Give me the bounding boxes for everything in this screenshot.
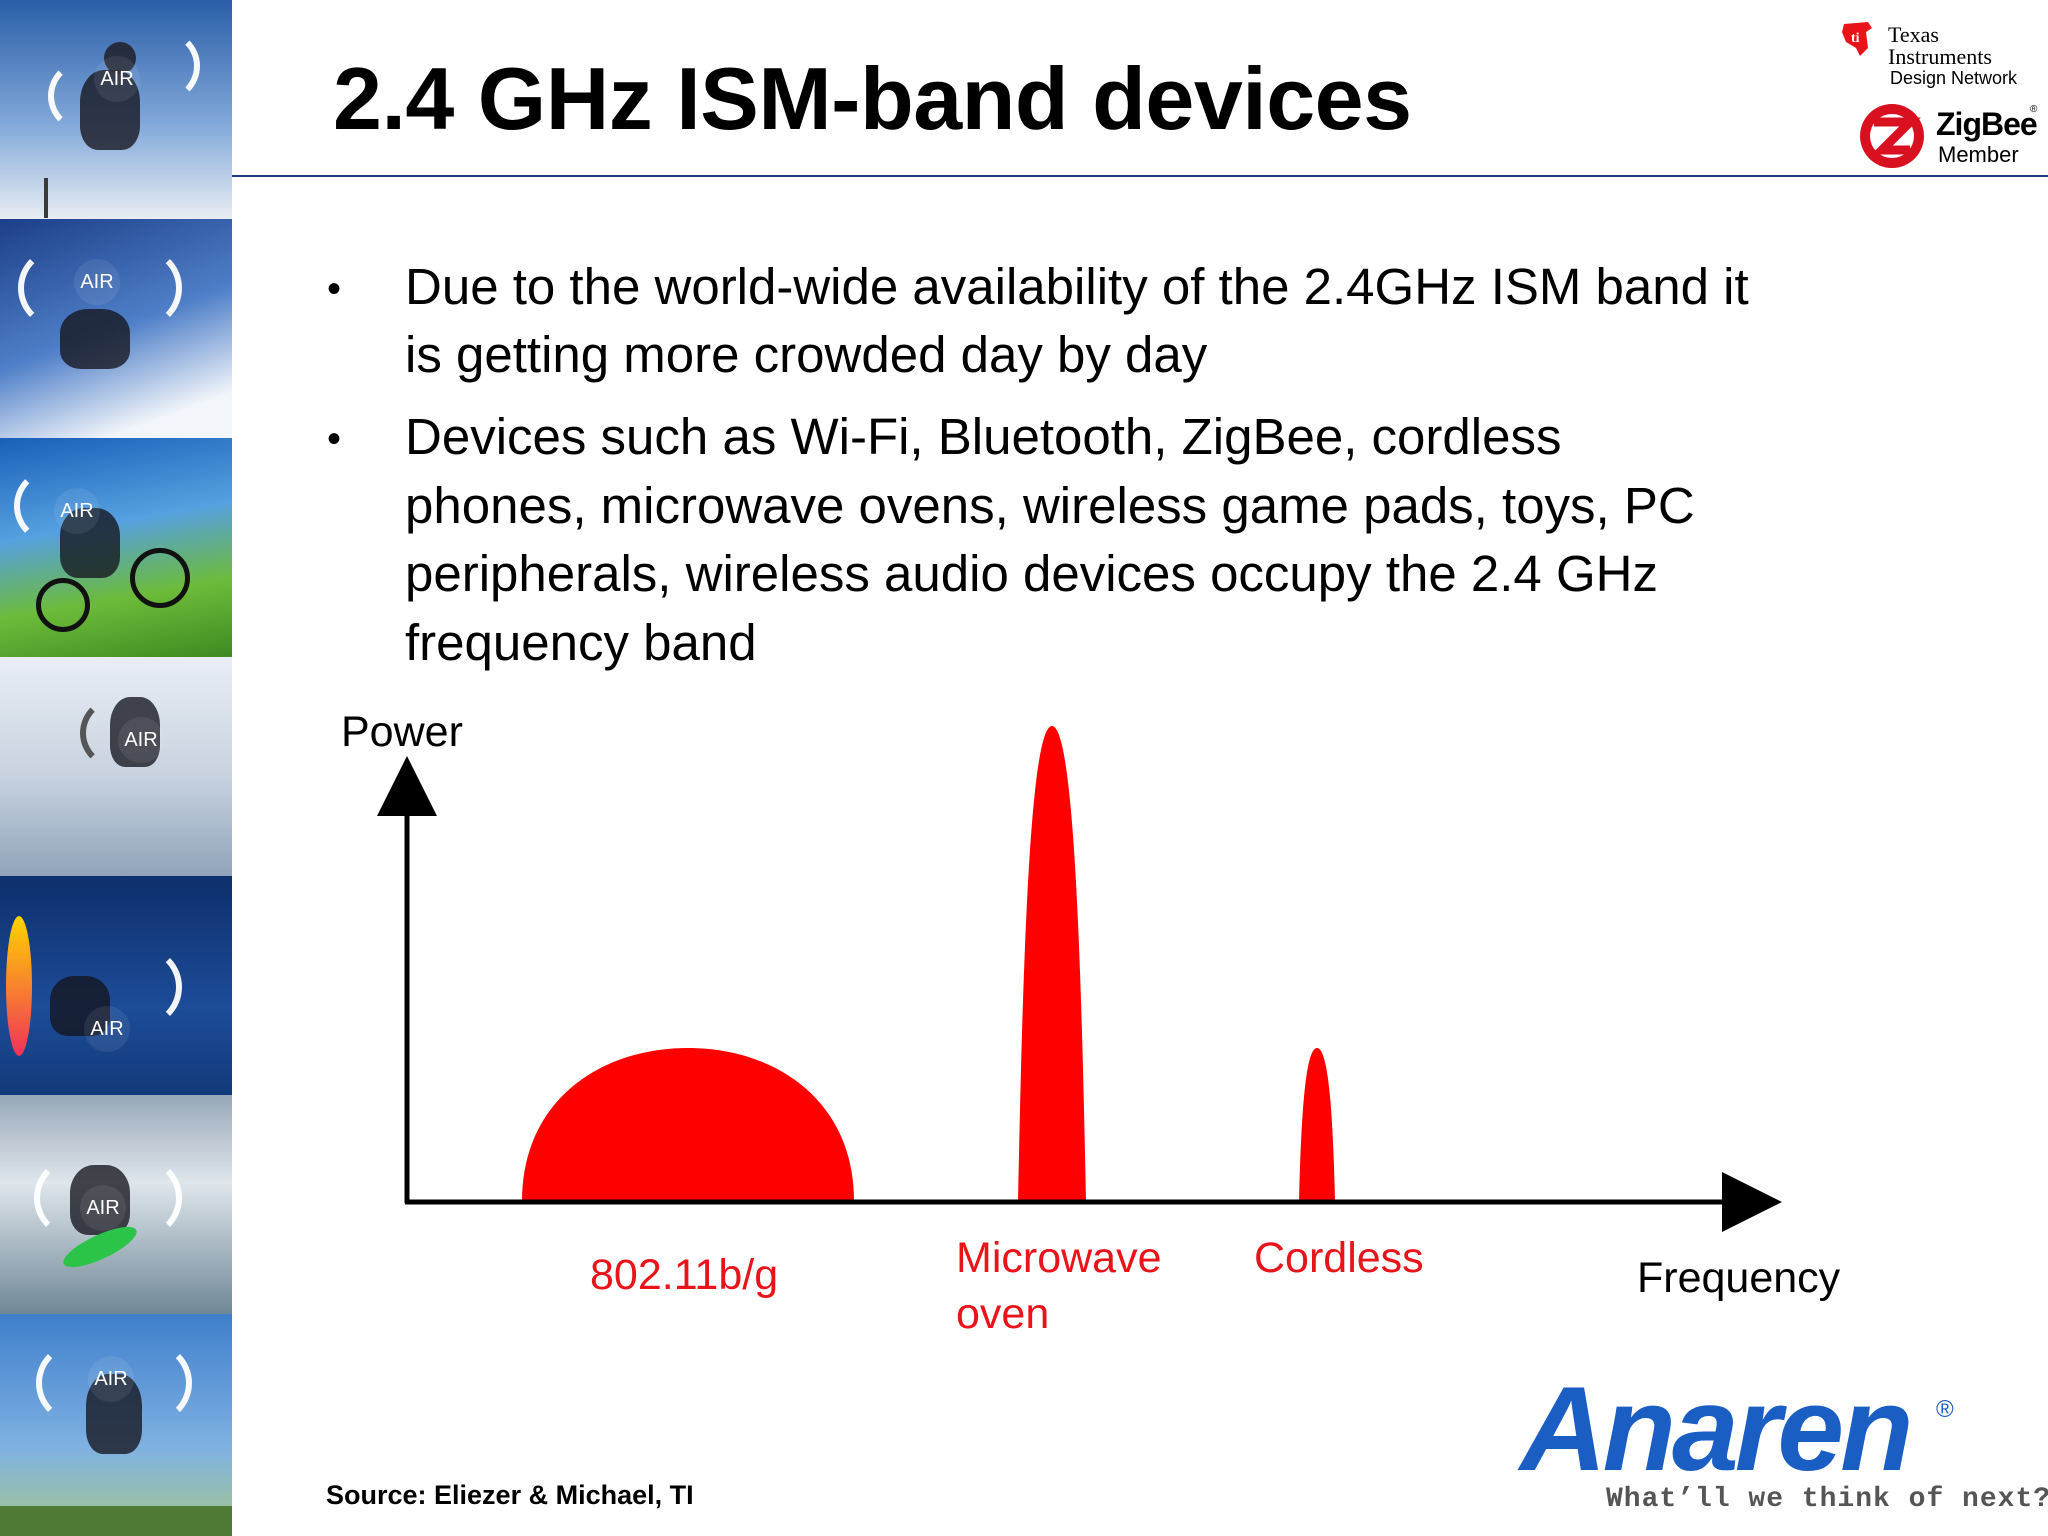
signal-802-11bg-shape <box>522 1048 854 1201</box>
bullet-2-line-1: Devices such as Wi-Fi, Bluetooth, ZigBee… <box>405 408 1562 465</box>
title-divider <box>232 175 2048 177</box>
photo-panel-jetski: AIR <box>0 1095 232 1314</box>
air-badge: AIR <box>80 1185 126 1231</box>
signal-wave-left-icon <box>14 468 90 544</box>
zigbee-registered-mark: ® <box>2030 104 2038 115</box>
bullet-2-line-4: frequency band <box>405 614 757 671</box>
signal-wave-right-icon <box>110 1342 192 1424</box>
slide-title: 2.4 GHz ISM-band devices <box>333 49 1412 148</box>
bicycle-wheel-icon <box>36 578 90 632</box>
signal-label-cordless: Cordless <box>1254 1234 1424 1282</box>
signal-wave-right-icon <box>100 247 182 329</box>
signal-microwave-shape <box>1018 726 1086 1201</box>
zigbee-member-label: Member <box>1938 142 2019 167</box>
source-citation: Source: Eliezer & Michael, TI <box>326 1480 694 1510</box>
bullet-dot: • <box>327 417 342 461</box>
bullet-1-line-1: Due to the world-wide availability of th… <box>405 258 1749 315</box>
ti-logo-line2: Instruments <box>1888 44 1992 69</box>
signal-wave-right-icon <box>100 946 182 1028</box>
ti-logo-line1: Texas <box>1888 22 1939 47</box>
zigbee-member-logo: ZigBee ® Member <box>1856 100 2038 172</box>
air-badge: AIR <box>94 56 140 102</box>
air-badge: AIR <box>84 1006 130 1052</box>
signal-wave-right-icon <box>100 1157 182 1239</box>
left-photo-strip: AIR AIR AIR AIR AIR AIR AIR <box>0 0 232 1536</box>
photo-panel-snowboarder: AIR <box>0 657 232 876</box>
bullet-1-line-2: is getting more crowded day by day <box>405 326 1208 383</box>
zigbee-mark-icon <box>1860 104 1924 168</box>
signal-cordless-shape <box>1299 1048 1335 1201</box>
bullet-2-line-3: peripherals, wireless audio devices occu… <box>405 545 1658 602</box>
signal-wave-right-icon <box>128 30 200 102</box>
y-axis-label: Power <box>341 708 463 756</box>
photo-panel-skateboarder: AIR <box>0 0 232 219</box>
air-badge: AIR <box>54 488 100 534</box>
signal-wave-left-icon <box>80 697 152 769</box>
anaren-logo: Anaren <box>1520 1362 1913 1496</box>
ti-logo-line3: Design Network <box>1890 68 2018 88</box>
anaren-tagline: What’ll we think of next?® <box>1606 1484 2048 1515</box>
photo-panel-skier: AIR <box>0 219 232 438</box>
bullet-2-line-2: phones, microwave ovens, wireless game p… <box>405 477 1695 534</box>
utility-pole-icon <box>44 178 48 218</box>
photo-panel-cyclist: AIR <box>0 438 232 657</box>
signal-wave-left-icon <box>18 247 100 329</box>
signal-label-microwave-line1: Microwave <box>956 1234 1162 1282</box>
x-axis-label: Frequency <box>1637 1254 1841 1302</box>
anaren-registered-mark: ® <box>1936 1396 1954 1423</box>
signal-label-802-11bg: 802.11b/g <box>590 1251 779 1299</box>
ti-mark-icon: ti <box>1842 22 1872 56</box>
air-badge: AIR <box>88 1356 134 1402</box>
signal-wave-left-icon <box>34 1157 116 1239</box>
signal-wave-left-icon <box>48 60 120 132</box>
photo-panel-windsurfer: AIR <box>0 876 232 1095</box>
svg-text:ti: ti <box>1851 31 1860 46</box>
air-badge: AIR <box>118 717 164 763</box>
signal-wave-left-icon <box>36 1342 118 1424</box>
bullet-dot: • <box>327 267 342 311</box>
zigbee-name: ZigBee <box>1936 106 2038 142</box>
tree-line <box>0 1506 232 1536</box>
signal-label-microwave-line2: oven <box>956 1290 1050 1338</box>
photo-panel-skater: AIR <box>0 1314 232 1536</box>
air-badge: AIR <box>74 259 120 305</box>
windsurf-sail-icon <box>6 916 32 1056</box>
bicycle-wheel-icon <box>130 548 190 608</box>
texas-instruments-logo: ti Texas Instruments Design Network <box>1836 14 2036 94</box>
